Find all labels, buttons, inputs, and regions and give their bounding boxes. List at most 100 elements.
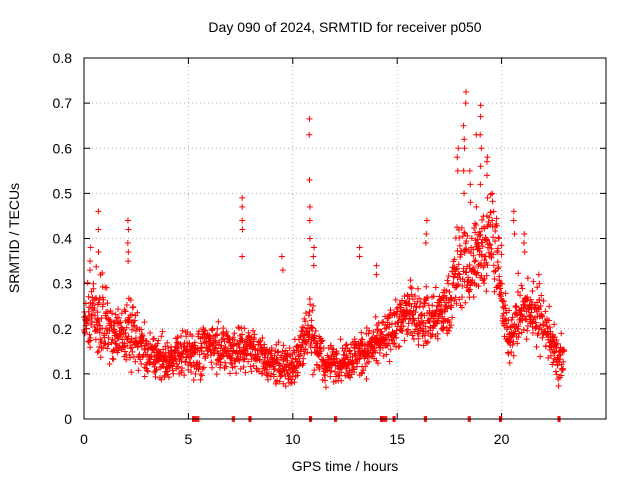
data-point <box>183 333 190 340</box>
data-point <box>105 334 112 341</box>
data-point <box>222 359 229 366</box>
data-point <box>420 303 427 310</box>
data-point <box>444 305 451 312</box>
data-point <box>546 324 553 331</box>
data-point <box>87 334 94 341</box>
data-point <box>134 344 141 351</box>
data-point <box>493 222 500 229</box>
data-point <box>474 269 481 276</box>
data-point <box>273 355 280 362</box>
data-point <box>310 302 317 309</box>
data-point <box>169 367 176 374</box>
data-point <box>124 240 131 247</box>
data-point <box>311 335 318 342</box>
data-point <box>493 215 500 222</box>
data-point <box>198 372 205 379</box>
data-point <box>112 330 119 337</box>
data-point <box>239 194 246 201</box>
data-point <box>535 330 542 337</box>
data-point <box>310 253 317 260</box>
data-point <box>116 320 123 327</box>
data-point <box>146 360 153 367</box>
data-point <box>538 292 545 299</box>
data-point <box>495 264 502 271</box>
data-point <box>461 190 468 197</box>
data-point <box>487 209 494 216</box>
data-point <box>530 278 537 285</box>
data-point <box>217 356 224 363</box>
data-point <box>491 275 498 282</box>
data-point <box>333 355 340 362</box>
data-point <box>490 262 497 269</box>
data-point <box>499 280 506 287</box>
data-point <box>311 367 318 374</box>
data-point <box>472 220 479 227</box>
data-point <box>446 324 453 331</box>
data-point <box>435 315 442 322</box>
data-point <box>449 314 456 321</box>
data-point <box>192 371 199 378</box>
x-tick-label: 15 <box>389 431 405 447</box>
data-point <box>261 341 268 348</box>
data-point <box>452 294 459 301</box>
data-point <box>471 225 478 232</box>
data-point <box>170 370 177 377</box>
data-point <box>506 307 513 314</box>
data-point <box>203 339 210 346</box>
data-point <box>480 277 487 284</box>
data-point <box>477 102 484 109</box>
data-point <box>508 349 515 356</box>
data-point <box>544 331 551 338</box>
data-point <box>483 212 490 219</box>
data-point <box>307 344 314 351</box>
data-point <box>302 339 309 346</box>
data-point <box>483 272 490 279</box>
data-point <box>529 287 536 294</box>
data-point <box>546 303 553 310</box>
data-point <box>360 367 367 374</box>
data-point <box>487 242 494 249</box>
data-point <box>226 336 233 343</box>
data-point <box>185 354 192 361</box>
data-point <box>440 289 447 296</box>
data-point <box>128 369 135 376</box>
data-point <box>457 251 464 258</box>
data-point <box>423 339 430 346</box>
data-point <box>147 329 154 336</box>
data-point <box>214 332 221 339</box>
data-point <box>138 360 145 367</box>
data-point <box>206 332 213 339</box>
data-point <box>443 287 450 294</box>
data-point <box>455 261 462 268</box>
data-point <box>213 344 220 351</box>
data-point <box>279 267 286 274</box>
data-point <box>87 344 94 351</box>
data-point <box>95 249 102 256</box>
data-point <box>275 339 282 346</box>
data-point <box>144 368 151 375</box>
data-point <box>91 304 98 311</box>
data-point <box>494 247 501 254</box>
data-point <box>122 308 129 315</box>
data-point <box>446 289 453 296</box>
data-point <box>375 320 382 327</box>
data-point <box>154 340 161 347</box>
data-point <box>129 304 136 311</box>
data-point <box>415 341 422 348</box>
data-point <box>231 336 238 343</box>
data-point <box>240 364 247 371</box>
data-point <box>178 333 185 340</box>
data-point <box>409 296 416 303</box>
data-point <box>309 325 316 332</box>
data-point <box>211 349 218 356</box>
data-point <box>134 309 141 316</box>
data-point <box>463 269 470 276</box>
data-point <box>498 251 505 258</box>
y-tick-labels: 0 0.1 0.2 0.3 0.4 0.5 0.6 0.7 0.8 <box>53 50 73 427</box>
data-point <box>386 324 393 331</box>
data-point <box>270 373 277 380</box>
y-tick-label: 0.6 <box>53 140 73 156</box>
data-point <box>89 311 96 318</box>
data-point <box>311 244 318 251</box>
